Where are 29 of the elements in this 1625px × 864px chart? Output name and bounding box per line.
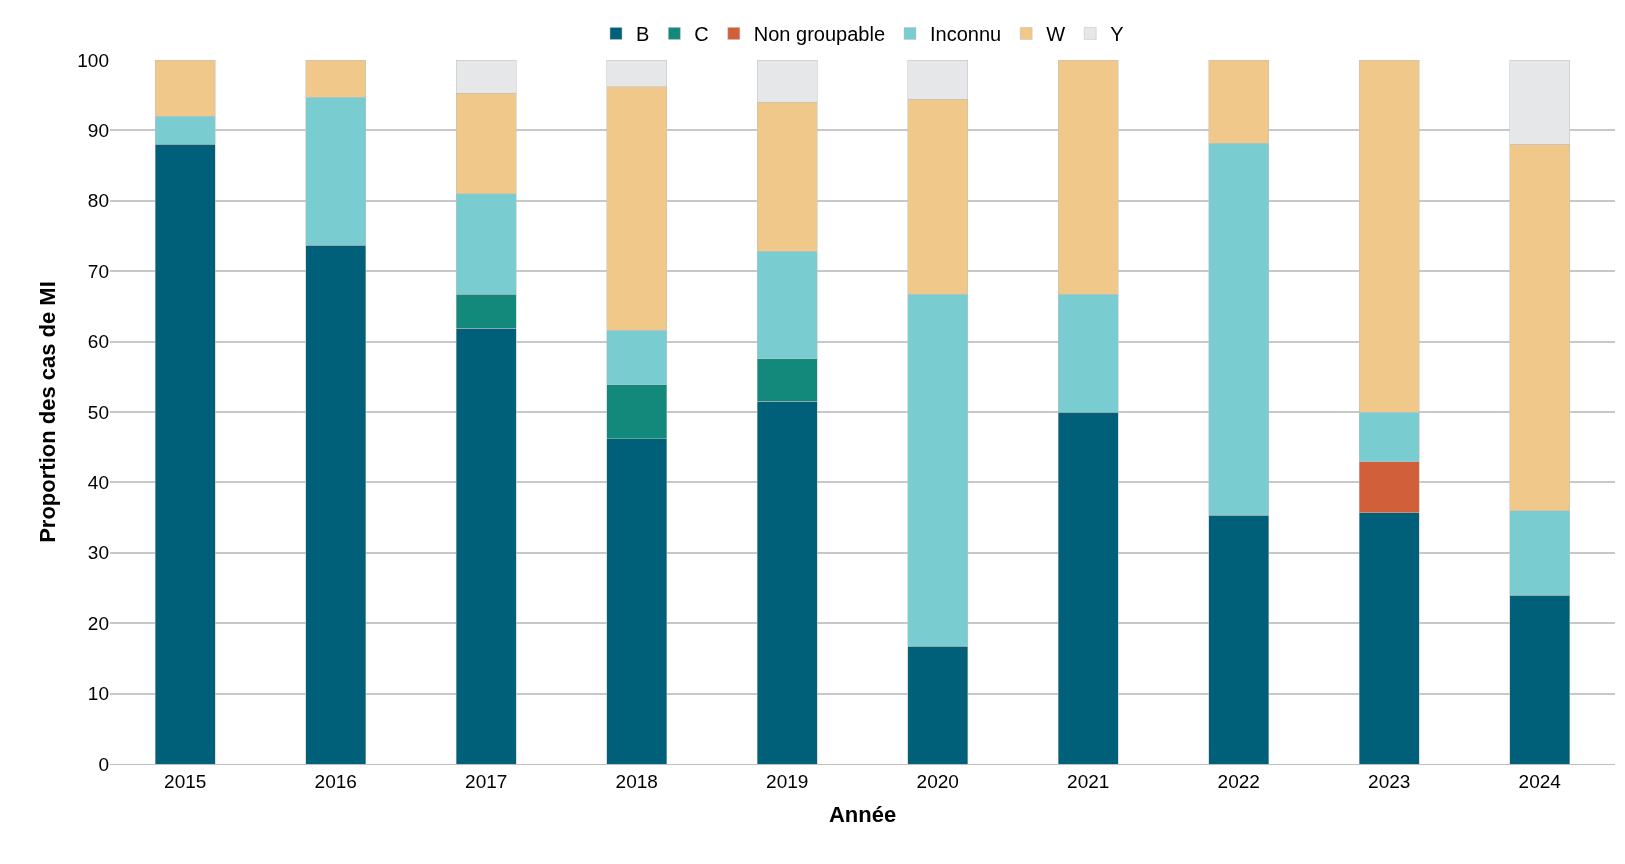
x-tick-label: 2016 — [314, 770, 357, 792]
x-tick-label: 2018 — [615, 770, 658, 792]
legend-label: Non groupable — [753, 23, 886, 46]
x-tick-label: 2021 — [1067, 770, 1110, 792]
legend-label: Y — [1110, 23, 1124, 46]
x-tick-label: 2023 — [1368, 770, 1411, 792]
legend-label: C — [694, 23, 709, 46]
y-tick-label: 100 — [77, 49, 109, 71]
y-tick-label: 40 — [87, 472, 109, 494]
y-tick-label: 80 — [87, 190, 109, 212]
y-tick-label: 60 — [87, 331, 109, 353]
legend-label: B — [636, 23, 650, 46]
y-tick-label: 50 — [87, 401, 109, 423]
legend-label: W — [1046, 23, 1066, 46]
y-tick-label: 30 — [87, 542, 109, 564]
y-axis-title: Proportion des cas de MI — [35, 281, 61, 543]
y-tick-label: 90 — [87, 120, 109, 142]
y-tick-label: 10 — [87, 683, 109, 705]
x-tick-label: 2019 — [766, 770, 809, 792]
x-tick-label: 2022 — [1217, 770, 1260, 792]
y-tick-label: 70 — [87, 260, 109, 282]
x-axis-title: Année — [828, 801, 897, 827]
y-tick-label: 20 — [87, 612, 109, 634]
legend-label: Inconnu — [930, 23, 1002, 46]
y-tick-label: 0 — [98, 753, 109, 775]
x-tick-label: 2017 — [465, 770, 508, 792]
x-tick-label: 2020 — [916, 770, 959, 792]
x-tick-label: 2015 — [164, 770, 207, 792]
x-tick-label: 2024 — [1518, 770, 1562, 792]
